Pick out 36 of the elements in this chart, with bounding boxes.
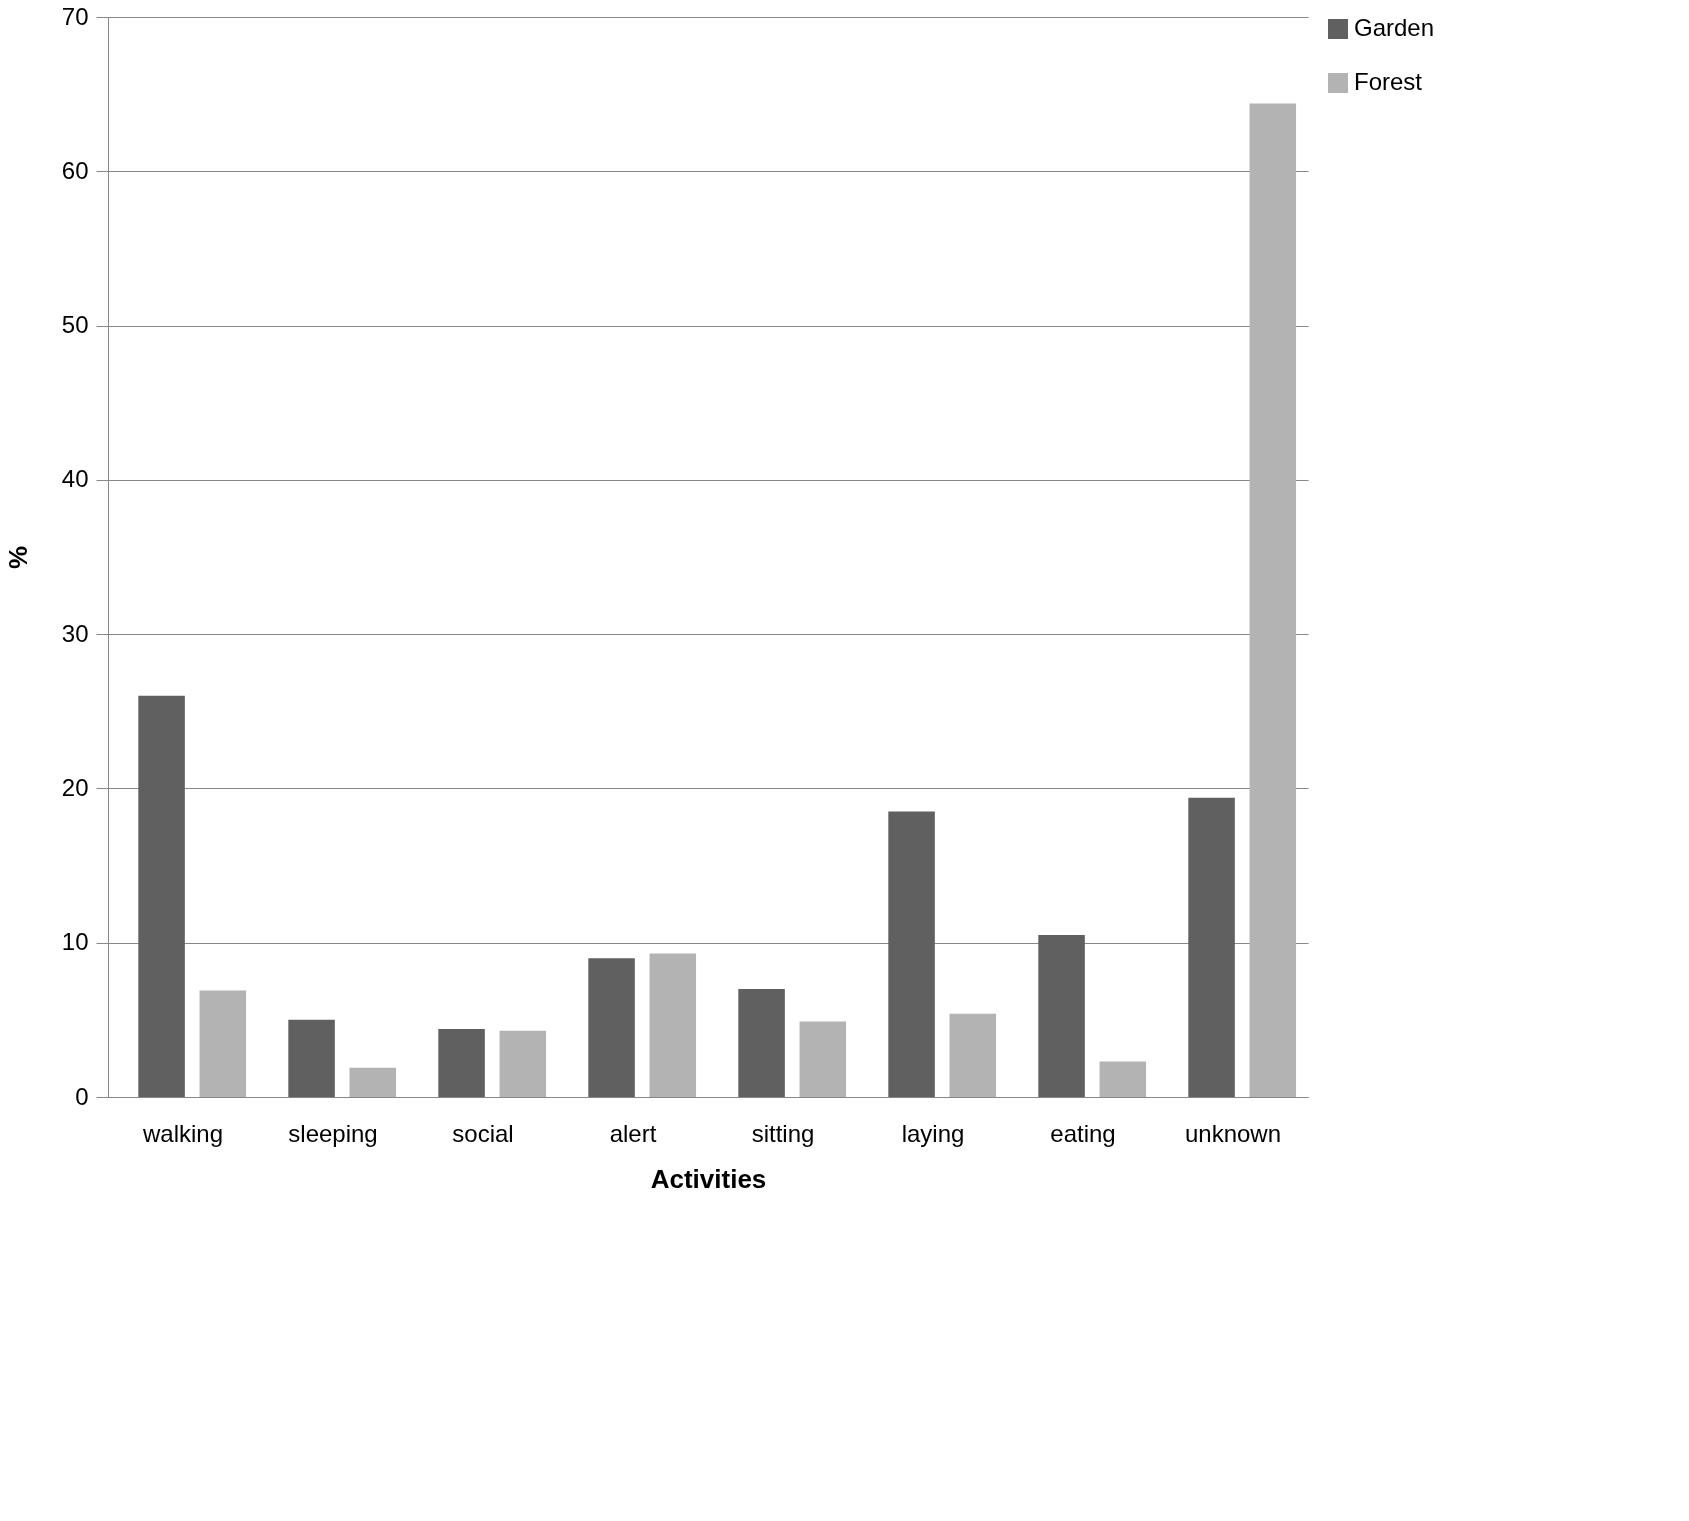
y-tick-label: 0 — [75, 1082, 89, 1110]
x-axis-title: Activities — [650, 1163, 767, 1194]
y-tick-label: 30 — [61, 619, 89, 647]
x-tick-label: eating — [1050, 1119, 1116, 1147]
bar — [288, 1019, 335, 1097]
x-tick-label: walking — [141, 1119, 224, 1147]
bar — [349, 1067, 397, 1097]
y-tick-label: 60 — [61, 156, 89, 184]
bar — [138, 695, 185, 1097]
bar — [499, 1030, 547, 1097]
x-tick-label: sleeping — [288, 1119, 378, 1147]
bar — [199, 990, 247, 1097]
x-tick-label: unknown — [1184, 1119, 1282, 1147]
y-tick-label: 50 — [61, 311, 89, 339]
bar — [1188, 797, 1235, 1097]
legend-label: Garden — [1354, 14, 1435, 41]
bar — [1249, 103, 1297, 1097]
bar — [1099, 1061, 1147, 1097]
bar — [949, 1013, 997, 1097]
y-tick-label: 20 — [61, 773, 89, 801]
y-tick-label: 10 — [61, 928, 89, 956]
x-tick-label: laying — [901, 1119, 965, 1147]
bar — [799, 1021, 847, 1097]
x-tick-label: social — [452, 1119, 514, 1147]
bar — [888, 811, 935, 1097]
y-tick-label: 40 — [61, 465, 89, 493]
bar — [588, 958, 635, 1097]
bar — [649, 953, 697, 1097]
y-axis-title: % — [2, 545, 33, 570]
bar — [438, 1029, 485, 1097]
x-tick-label: alert — [609, 1119, 657, 1147]
bar — [1038, 935, 1085, 1097]
x-tick-label: sitting — [751, 1119, 815, 1147]
legend-label: Forest — [1354, 68, 1423, 95]
bar — [738, 989, 785, 1097]
y-tick-label: 70 — [61, 2, 89, 30]
